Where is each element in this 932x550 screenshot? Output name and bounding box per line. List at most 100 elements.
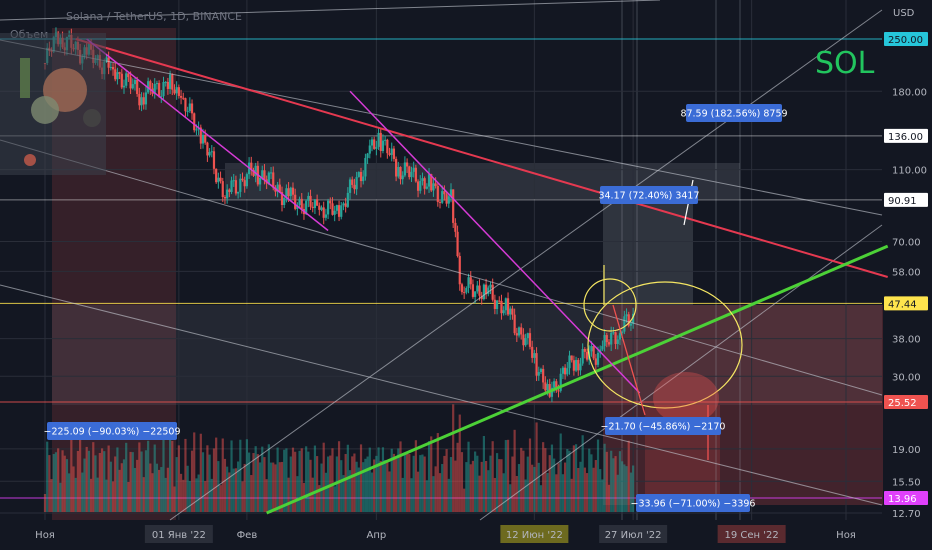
candle-body-135 [340, 205, 343, 217]
candle-body-82 [223, 197, 227, 199]
volume-bar-60 [175, 457, 178, 512]
candle-body-114 [294, 194, 297, 209]
volume-bar-235 [559, 433, 562, 512]
volume-bar-135 [340, 460, 343, 512]
candle-body-237 [564, 367, 567, 375]
candle-body-71 [199, 127, 202, 144]
candle-body-74 [206, 142, 209, 156]
volume-bar-115 [296, 476, 299, 512]
volume-bar-74 [206, 445, 209, 512]
volume-bar-248 [588, 448, 591, 512]
candle-body-216 [517, 327, 521, 336]
candle-body-228 [544, 382, 547, 391]
volume-bar-11 [68, 473, 71, 512]
volume-bar-131 [331, 448, 334, 512]
candle-body-140 [351, 179, 354, 185]
candle-body-117 [300, 198, 303, 209]
candle-body-143 [357, 172, 360, 177]
candle-body-244 [579, 363, 582, 371]
volume-bar-190 [460, 452, 464, 512]
candle-body-46 [144, 92, 148, 105]
volume-bar-189 [458, 414, 461, 512]
candle-body-51 [155, 83, 159, 85]
candle-body-219 [524, 338, 527, 346]
time-label-0: Ноя [35, 530, 55, 541]
candle-body-113 [291, 187, 295, 195]
volume-bar-69 [195, 478, 198, 512]
volume-bar-174 [425, 480, 428, 512]
candle-body-66 [188, 103, 191, 112]
time-tag-bg-1 [144, 525, 213, 543]
volume-bar-225 [537, 462, 540, 512]
red-arrow-left [612, 304, 646, 416]
candle-body-229 [546, 384, 549, 391]
volume-bar-128 [324, 472, 327, 512]
candle-body-144 [359, 172, 363, 182]
candle-body-201 [484, 284, 488, 295]
volume-bar-109 [283, 449, 286, 512]
candle-body-119 [305, 200, 308, 215]
volume-bar-150 [373, 459, 376, 512]
volume-bar-259 [612, 458, 615, 512]
candle-body-195 [471, 284, 475, 297]
volume-bar-215 [515, 475, 518, 512]
price-tag-bg-10 [884, 394, 928, 409]
volume-bar-54 [162, 436, 165, 512]
candle-body-63 [182, 97, 185, 99]
volume-bar-22 [92, 442, 95, 512]
volume-bar-101 [265, 479, 268, 512]
volume-bar-92 [245, 439, 248, 512]
volume-bar-222 [531, 464, 534, 512]
volume-bar-43 [138, 442, 141, 512]
candle-body-38 [127, 73, 130, 78]
candle-body-223 [533, 353, 536, 358]
candle-body-99 [261, 170, 264, 178]
measure-box-4 [636, 494, 750, 512]
volume-bar-198 [478, 475, 481, 512]
candle-body-225 [537, 372, 540, 376]
candle-body-235 [559, 373, 562, 391]
candle-body-266 [627, 314, 630, 326]
measure-label-3: −21.70 (−45.86%) −2170 [601, 422, 726, 433]
candle-body-61 [177, 87, 180, 96]
volume-bar-232 [553, 458, 556, 512]
candle-body-40 [131, 84, 134, 89]
volume-bar-30 [109, 461, 112, 512]
volume-bar-165 [405, 452, 409, 512]
volume-bar-230 [548, 455, 551, 512]
volume-bar-19 [85, 446, 88, 512]
candle-body-264 [623, 316, 626, 332]
volume-bar-100 [263, 457, 266, 512]
volume-bar-145 [362, 462, 365, 512]
candle-body-249 [590, 346, 593, 352]
watermark-ticker: SOL [815, 46, 875, 81]
candle-body-184 [447, 196, 450, 204]
measure-label-1: 34.17 (72.40%) 3417 [598, 191, 699, 202]
volume-bar-107 [278, 462, 281, 512]
price-label-11: 19.00 [892, 445, 921, 456]
time-tag-bg-5 [599, 525, 668, 543]
candle-body-152 [377, 132, 380, 147]
candle-body-154 [381, 140, 385, 152]
volume-bar-161 [397, 448, 400, 512]
volume-bar-171 [419, 455, 422, 512]
candle-body-137 [344, 203, 347, 207]
price-tag-bg-7 [884, 296, 928, 311]
volume-bar-239 [568, 450, 571, 512]
candle-body-204 [491, 284, 494, 300]
price-tag-13: 13.96 [888, 494, 917, 505]
volume-bar-40 [131, 452, 134, 512]
candle-body-53 [160, 96, 163, 98]
candle-body-207 [498, 300, 501, 302]
volume-bar-155 [384, 459, 387, 512]
candle-body-111 [287, 188, 290, 197]
candle-body-236 [561, 367, 565, 374]
candle-body-28 [105, 57, 108, 62]
candle-body-262 [618, 333, 622, 340]
volume-bar-20 [87, 450, 90, 512]
volume-bar-203 [489, 455, 492, 512]
volume-bar-120 [307, 451, 310, 512]
volume-bar-146 [364, 458, 367, 512]
candle-body-110 [285, 188, 288, 199]
